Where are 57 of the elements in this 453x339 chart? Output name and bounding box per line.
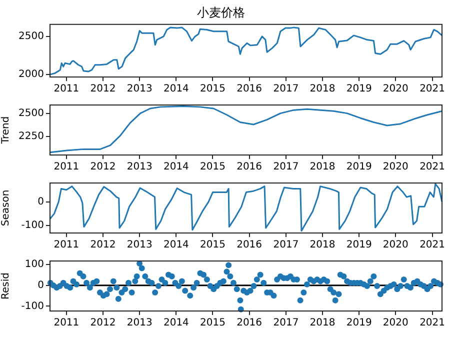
x-tick-label: 2015 <box>200 84 226 95</box>
x-tick-label: 2018 <box>310 84 336 95</box>
x-tick-label: 2016 <box>236 240 262 251</box>
x-tick-label: 2017 <box>273 84 299 95</box>
x-tick-label: 2012 <box>90 318 116 329</box>
x-tick-label: 2015 <box>200 318 226 329</box>
y-axis-title: Resid <box>0 272 12 300</box>
x-tick-label: 2021 <box>420 240 446 251</box>
x-tick-label: 2014 <box>163 84 189 95</box>
y-tick-label: 100 <box>24 259 44 270</box>
x-tick-label: 2016 <box>236 84 262 95</box>
x-tick-label: 2018 <box>310 240 336 251</box>
x-tick-label: 2021 <box>420 318 446 329</box>
chart-title: 小麦价格 <box>197 5 245 20</box>
y-tick-label: 2500 <box>18 108 44 119</box>
x-tick-label: 2014 <box>163 318 189 329</box>
y-tick-label: -100 <box>21 300 44 312</box>
y-tick-label: 0 <box>38 280 44 291</box>
x-tick-label: 2019 <box>346 84 372 95</box>
y-tick-label: 2250 <box>18 130 44 142</box>
x-tick-label: 2017 <box>273 162 299 173</box>
x-tick-label: 2019 <box>346 318 372 329</box>
x-tick-label: 2014 <box>163 240 189 251</box>
x-tick-label: 2016 <box>236 318 262 329</box>
x-tick-label: 2011 <box>54 162 80 173</box>
x-tick-label: 2013 <box>126 162 152 173</box>
x-tick-label: 2011 <box>54 318 80 329</box>
x-tick-label: 2012 <box>90 240 116 251</box>
x-tick-label: 2017 <box>273 318 299 329</box>
y-axis-title: Trend <box>0 116 12 145</box>
x-tick-label: 2019 <box>346 162 372 173</box>
x-tick-label: 2016 <box>236 162 262 173</box>
y-axis-title: Season <box>0 190 12 226</box>
x-tick-label: 2015 <box>200 162 226 173</box>
x-tick-label: 2012 <box>90 84 116 95</box>
x-tick-label: 2018 <box>310 318 336 329</box>
x-tick-label: 2013 <box>126 84 152 95</box>
x-tick-label: 2020 <box>382 240 408 251</box>
x-tick-label: 2021 <box>420 162 446 173</box>
x-tick-label: 2018 <box>310 162 336 173</box>
x-tick-label: 2011 <box>54 84 80 95</box>
x-tick-label: 2011 <box>54 240 80 251</box>
x-tick-label: 2020 <box>382 318 408 329</box>
x-tick-label: 2013 <box>126 318 152 329</box>
x-tick-label: 2013 <box>126 240 152 251</box>
y-tick-label: 2000 <box>18 69 44 80</box>
x-tick-label: 2020 <box>382 84 408 95</box>
y-tick-label: 0 <box>38 196 44 208</box>
x-tick-label: 2017 <box>273 240 299 251</box>
x-tick-label: 2020 <box>382 162 408 173</box>
x-tick-label: 2014 <box>163 162 189 173</box>
y-tick-label: -100 <box>21 220 44 232</box>
x-tick-label: 2015 <box>200 240 226 251</box>
x-tick-label: 2019 <box>346 240 372 251</box>
y-tick-label: 2500 <box>18 31 44 42</box>
x-tick-label: 2012 <box>90 162 116 173</box>
x-tick-label: 2021 <box>420 84 446 95</box>
